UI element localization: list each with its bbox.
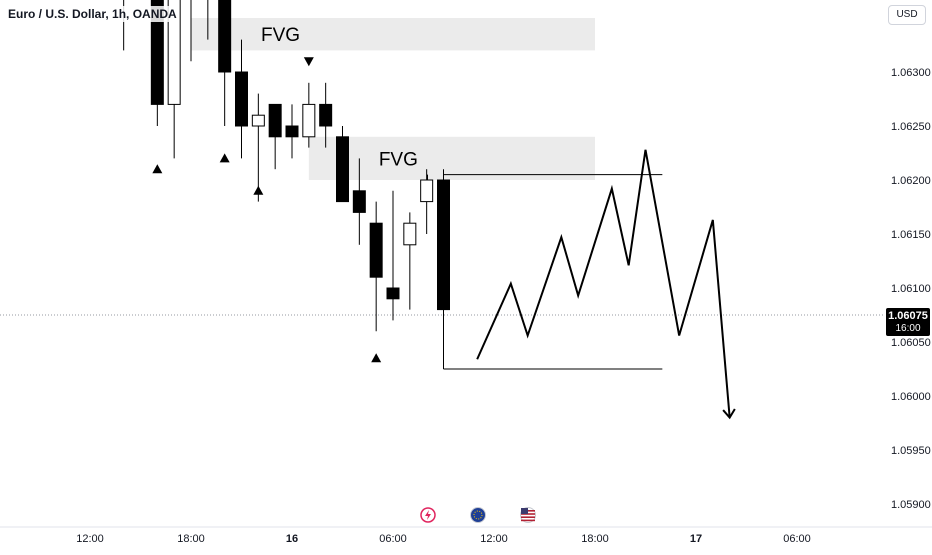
triangle-up-marker (152, 45, 163, 55)
candle (268, 103, 282, 170)
price-tick-label: 1.06250 (891, 121, 931, 133)
time-tick-label: 06:00 (379, 533, 407, 545)
candles-layer (123, 0, 450, 332)
candle (336, 126, 349, 203)
candle (403, 212, 417, 310)
time-tick-label: 16 (286, 533, 298, 545)
price-badge: 1.06075 16:00 (886, 308, 930, 336)
candle (319, 82, 333, 148)
candle (420, 169, 434, 234)
candle-body (218, 0, 232, 73)
candle-body (403, 222, 417, 246)
price-tick-label: 1.05900 (891, 499, 931, 511)
projection-layer (476, 149, 736, 420)
time-tick-label: 12:00 (76, 533, 104, 545)
price-badge-price: 1.06075 (888, 310, 928, 322)
fvg-label: FVG (261, 25, 300, 46)
candle-body (251, 114, 265, 127)
candle (285, 104, 299, 159)
price-tick-label: 1.06300 (891, 67, 931, 79)
candle-body (268, 103, 282, 138)
fvg-zone (308, 136, 595, 180)
candle (218, 0, 232, 126)
price-axis: 1.06300 1.06250 1.06200 1.06150 1.06100 1.060… (891, 67, 931, 511)
fvg-layer: FVG FVG (191, 18, 595, 180)
fvg-zone (191, 18, 595, 51)
candle (190, 0, 192, 62)
candle (369, 201, 383, 332)
time-tick-label: 18:00 (177, 533, 205, 545)
markers-layer (152, 45, 382, 363)
event-icons[interactable] (420, 507, 536, 523)
price-tick-label: 1.05950 (891, 445, 931, 457)
price-tick-label: 1.06150 (891, 229, 931, 241)
us-flag-icon[interactable] (520, 507, 536, 523)
triangle-up-marker (152, 164, 163, 174)
candle-body (437, 179, 450, 311)
candle-body (285, 125, 299, 138)
price-badge-bg (886, 308, 930, 336)
triangle-up-marker (253, 185, 264, 195)
level-lines-layer (427, 174, 663, 370)
triangle-up-marker (371, 353, 382, 363)
time-tick-label: 18:00 (581, 533, 609, 545)
price-tick-label: 1.06100 (891, 283, 931, 295)
candle (437, 169, 450, 311)
candle (207, 0, 209, 40)
candle-body (352, 190, 366, 213)
candle (302, 82, 316, 148)
price-tick-label: 1.06200 (891, 175, 931, 187)
time-tick-label: 12:00 (480, 533, 508, 545)
candle (167, 0, 181, 159)
candle (386, 190, 400, 321)
fvg-label: FVG (379, 149, 418, 170)
candle-body (336, 136, 349, 203)
candle (123, 0, 125, 51)
candle (251, 93, 265, 202)
time-tick-label: 17 (690, 533, 702, 545)
triangle-down-marker (303, 57, 314, 67)
candle (235, 39, 248, 159)
projection-arrowhead (722, 408, 736, 420)
symbol-title: Euro / U.S. Dollar, 1h, OANDA (6, 6, 179, 22)
triangle-up-marker (219, 153, 230, 163)
projection-line (476, 149, 731, 418)
candle-body (420, 179, 434, 203)
price-badge-time: 16:00 (895, 323, 920, 334)
candle-body (235, 71, 248, 127)
lightning-icon[interactable] (420, 507, 436, 523)
time-axis: 12:00 18:00 16 06:00 12:00 18:00 17 06:00 (76, 533, 811, 545)
price-tick-label: 1.06050 (891, 337, 931, 349)
eu-flag-icon[interactable] (470, 507, 486, 523)
candle-body (369, 222, 383, 278)
price-tick-label: 1.06000 (891, 391, 931, 403)
candle-body (302, 103, 316, 138)
candle-body (319, 103, 333, 127)
candle (352, 158, 366, 245)
time-tick-label: 06:00 (783, 533, 811, 545)
currency-button[interactable]: USD (888, 5, 926, 25)
candle-body (386, 287, 400, 300)
